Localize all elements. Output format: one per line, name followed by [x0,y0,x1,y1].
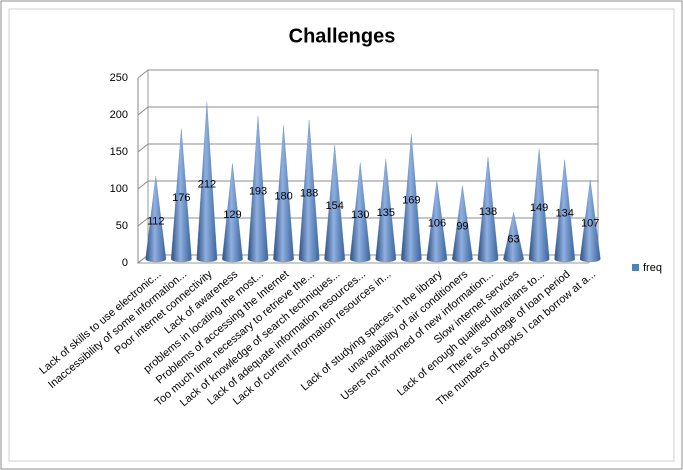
y-tick-label: 150 [110,146,128,158]
cone [247,116,269,263]
cone [349,162,371,263]
cone [528,148,550,263]
data-label: 129 [223,209,241,221]
data-label: 134 [555,207,573,219]
legend-swatch [632,264,639,271]
data-label: 169 [402,194,420,206]
cone [452,185,473,263]
data-label: 106 [428,218,446,230]
grid-line [137,106,149,116]
data-label: 149 [530,202,548,214]
grid-line [137,69,149,79]
data-label: 180 [274,190,292,202]
grid-line [137,180,149,190]
data-label: 176 [172,192,190,204]
data-label: 99 [456,220,468,232]
grid-line [137,143,149,153]
data-label: 138 [479,206,497,218]
data-label: 112 [147,215,165,227]
cone [273,125,294,263]
grid-line [137,217,149,227]
cone [196,102,218,263]
data-label: 212 [198,178,216,190]
data-label: 107 [581,217,599,229]
inner-border [8,8,675,462]
cone [170,128,192,263]
cone [426,180,448,263]
y-tick-label: 250 [110,72,128,84]
cone [477,156,499,263]
y-tick-label: 50 [116,220,128,232]
y-tick-label: 0 [122,257,128,269]
data-label: 130 [351,209,369,221]
cone [554,159,576,263]
data-label: 63 [507,234,519,246]
data-label: 154 [325,200,343,212]
legend-label: freq [643,262,662,274]
cone [222,163,243,263]
cone [298,119,320,263]
cone [503,212,524,263]
y-tick-label: 200 [110,109,128,121]
cone [400,133,422,263]
cone [145,176,167,263]
cone [324,145,346,263]
cone [375,159,397,263]
data-label: 188 [300,187,318,199]
cone [579,179,601,263]
y-tick-label: 100 [110,183,128,195]
chart-title: Challenges [289,25,396,47]
data-label: 135 [377,207,395,219]
data-label: 193 [249,185,267,197]
